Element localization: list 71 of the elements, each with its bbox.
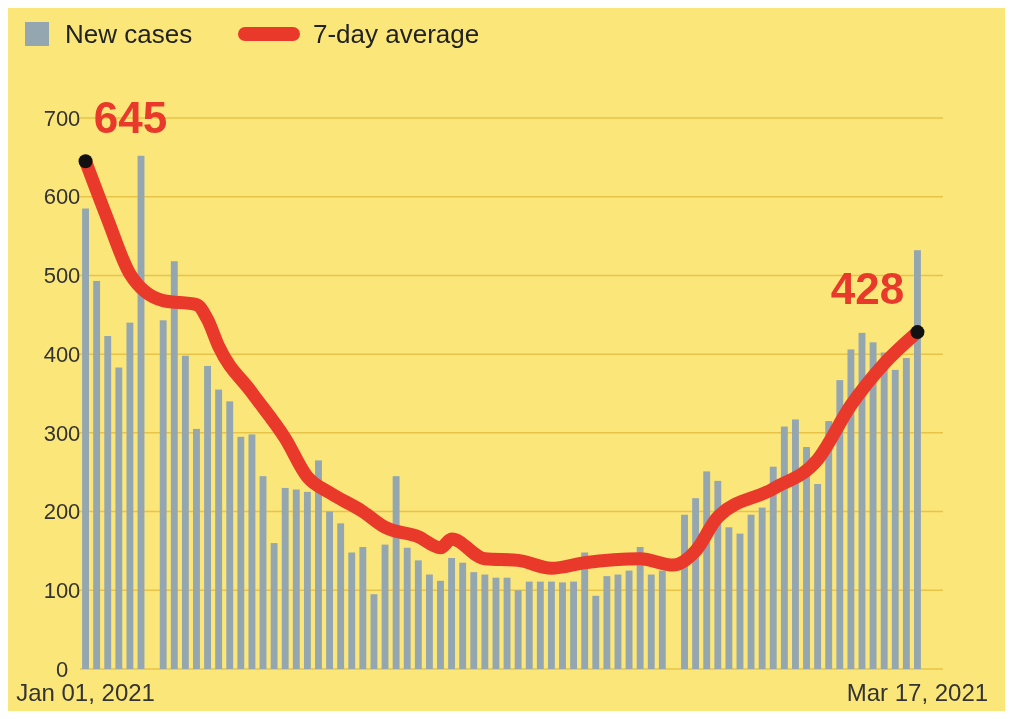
bar xyxy=(459,562,467,669)
x-tick-label: Mar 17, 2021 xyxy=(846,679,989,706)
bar xyxy=(215,389,223,669)
bar xyxy=(891,369,899,669)
bar xyxy=(481,574,489,669)
bar xyxy=(181,355,189,669)
bar xyxy=(647,574,655,669)
bar xyxy=(281,487,289,669)
bar xyxy=(869,342,877,669)
bar xyxy=(448,558,456,669)
bar xyxy=(303,491,311,669)
bar xyxy=(470,572,478,669)
bar xyxy=(348,552,356,669)
bar xyxy=(126,322,134,669)
bar xyxy=(315,460,322,669)
y-tick-label: 0 xyxy=(55,656,69,682)
bar xyxy=(248,434,256,669)
bar xyxy=(93,280,101,669)
legend-label: New cases xyxy=(65,19,193,50)
bar xyxy=(170,261,178,669)
bar xyxy=(603,576,611,669)
y-tick-label: 200 xyxy=(43,499,81,525)
y-tick-label: 300 xyxy=(43,420,81,446)
bar xyxy=(902,358,910,669)
bar xyxy=(747,514,755,669)
bar xyxy=(237,436,245,669)
bar xyxy=(847,349,855,669)
bar xyxy=(758,507,766,669)
bar xyxy=(814,484,822,669)
bar xyxy=(836,380,844,669)
bar xyxy=(803,447,810,669)
bar xyxy=(337,523,345,669)
bar xyxy=(725,527,733,669)
bar xyxy=(403,547,411,669)
bar xyxy=(636,546,644,669)
bar xyxy=(159,320,167,669)
bar xyxy=(193,428,200,669)
bar xyxy=(270,543,278,669)
bar xyxy=(414,560,422,669)
legend-label: 7-day average xyxy=(313,19,480,50)
x-tick-label: Jan 01, 2021 xyxy=(16,679,155,706)
annotation: 428 xyxy=(830,264,905,314)
bar xyxy=(104,336,112,669)
bar xyxy=(425,574,433,669)
bar xyxy=(570,581,578,669)
bar xyxy=(226,401,234,669)
bar xyxy=(658,570,666,669)
y-tick-label: 600 xyxy=(43,184,81,210)
bar xyxy=(880,352,888,669)
y-tick-label: 100 xyxy=(43,577,81,603)
bar xyxy=(792,419,799,669)
bar xyxy=(326,511,334,669)
y-tick-label: 400 xyxy=(43,341,81,367)
bar xyxy=(559,582,566,669)
bar xyxy=(592,595,600,669)
bar xyxy=(115,367,123,669)
bar xyxy=(536,581,544,669)
bar xyxy=(359,546,367,669)
bar xyxy=(204,365,211,669)
annotation: 645 xyxy=(93,93,168,143)
bar xyxy=(525,581,533,669)
bar xyxy=(780,426,788,669)
bar xyxy=(514,590,522,669)
y-tick-label: 500 xyxy=(43,263,81,289)
bar xyxy=(392,476,400,669)
y-tick-label: 700 xyxy=(43,105,81,131)
bar xyxy=(769,466,777,669)
bar xyxy=(82,208,89,669)
bar xyxy=(292,489,300,669)
bar xyxy=(437,580,444,669)
bar xyxy=(547,581,555,669)
